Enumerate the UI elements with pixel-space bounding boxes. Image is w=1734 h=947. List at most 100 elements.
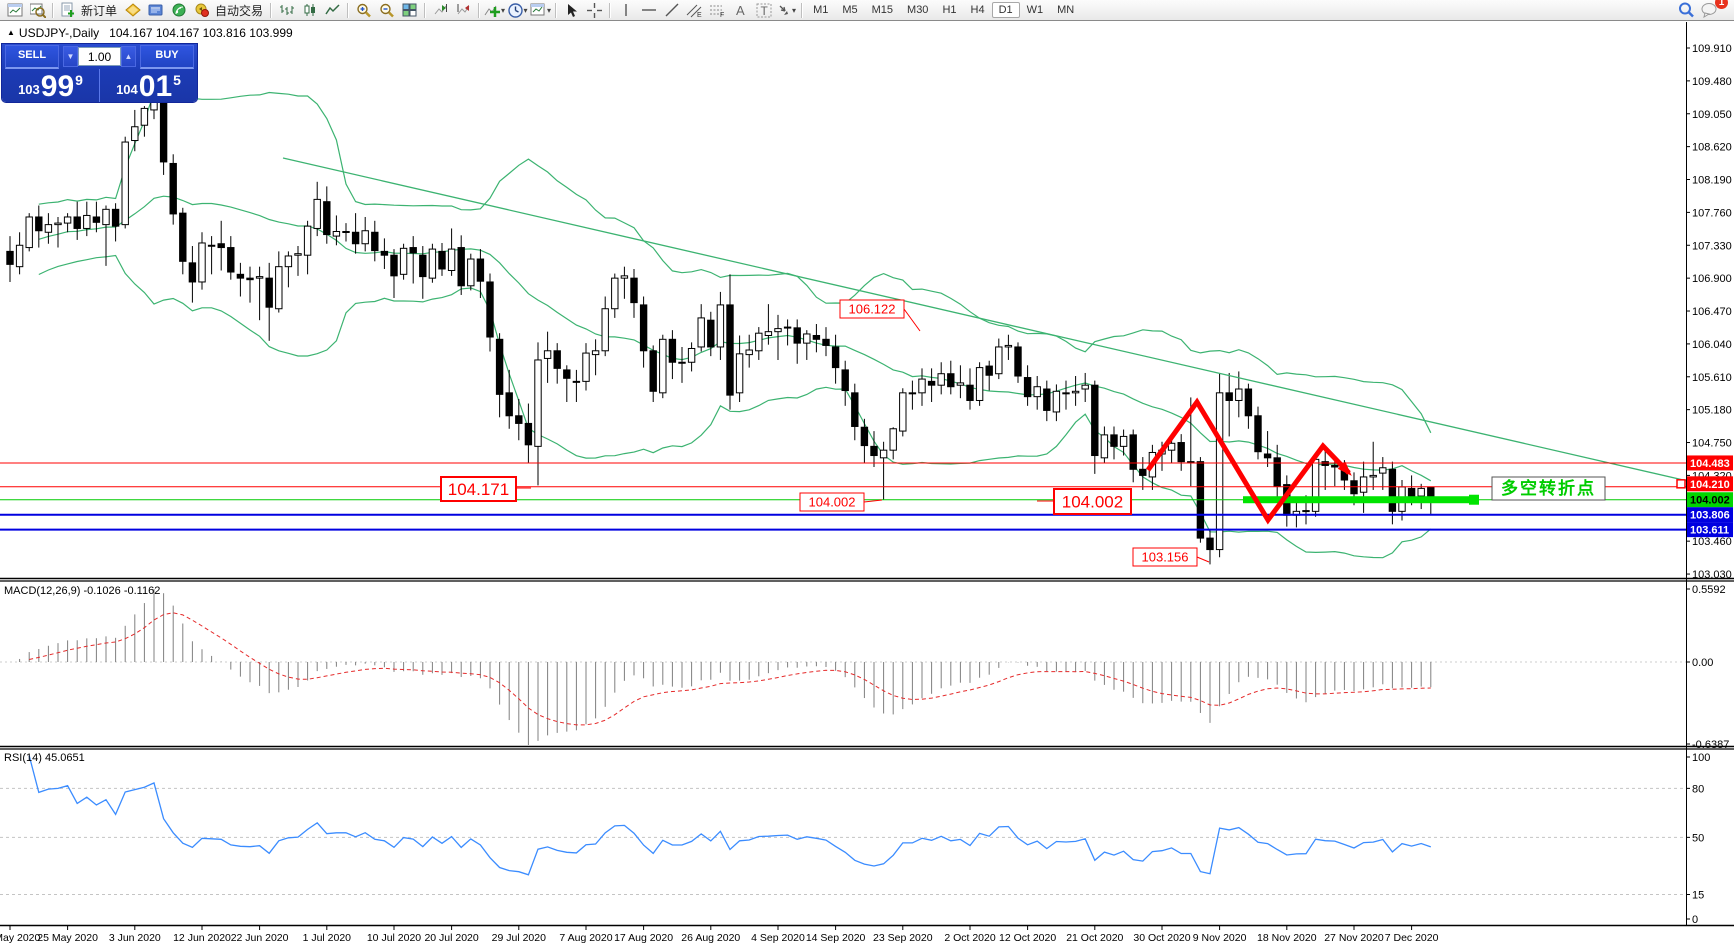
- indicators-icon[interactable]: ▾: [484, 1, 505, 20]
- auto-trading-label[interactable]: 自动交易: [215, 3, 264, 18]
- support-highlight-band: [1243, 494, 1479, 505]
- profiles-icon[interactable]: [27, 1, 48, 20]
- zoom-in-icon[interactable]: [353, 1, 374, 20]
- notification-badge: 1: [1715, 0, 1728, 9]
- timeframe-m5[interactable]: M5: [842, 4, 858, 16]
- buy-price-prefix: 104: [116, 82, 138, 97]
- svg-text:104.002: 104.002: [1690, 495, 1730, 507]
- svg-text:多空转折点: 多空转折点: [1501, 478, 1596, 498]
- svg-text:104.750: 104.750: [1692, 438, 1732, 450]
- buy-button[interactable]: BUY: [140, 44, 194, 69]
- descending-trendline: [282, 157, 1693, 483]
- arrows-icon[interactable]: ▾: [776, 1, 797, 20]
- templates-icon[interactable]: ▾: [530, 1, 551, 20]
- svg-text:103.806: 103.806: [1690, 510, 1730, 522]
- toolbar-separator: [424, 2, 427, 18]
- timeframe-mn[interactable]: MN: [1057, 4, 1075, 16]
- signals-icon[interactable]: [168, 1, 189, 20]
- svg-text:7 Aug 2020: 7 Aug 2020: [559, 932, 612, 944]
- bar-chart-icon[interactable]: [276, 1, 297, 20]
- timeframe-m15[interactable]: M15: [871, 4, 894, 16]
- svg-text:107.330: 107.330: [1692, 240, 1732, 252]
- svg-text:-0.6387: -0.6387: [1692, 739, 1729, 751]
- svg-text:107.760: 107.760: [1692, 207, 1732, 219]
- sell-price-button[interactable]: 103 99 9: [2, 69, 100, 102]
- equidistant-channel-icon[interactable]: E: [684, 1, 705, 20]
- zoom-out-icon[interactable]: [376, 1, 397, 20]
- vertical-line-icon[interactable]: [615, 1, 636, 20]
- terminal-icon[interactable]: [145, 1, 166, 20]
- chat-icon[interactable]: 1: [1699, 0, 1728, 20]
- volume-up-icon[interactable]: ▲: [121, 46, 136, 67]
- sell-button[interactable]: SELL: [5, 44, 59, 69]
- line-chart-icon[interactable]: [322, 1, 343, 20]
- timeframe-m1[interactable]: M1: [813, 4, 829, 16]
- svg-text:26 Aug 2020: 26 Aug 2020: [681, 932, 740, 944]
- timeframe-d1[interactable]: D1: [991, 2, 1020, 18]
- svg-text:0: 0: [1692, 914, 1698, 926]
- svg-text:80: 80: [1692, 783, 1704, 795]
- price-callout-labels: 106.122 104.171 104.002 104.002 103.156: [440, 299, 1210, 567]
- timeframe-bar: M1 M5 M15 M30 H1 H4 D1 W1 MN: [806, 2, 1081, 18]
- trendline-icon[interactable]: [661, 1, 682, 20]
- chart-title: ▲ USDJPY-,Daily 104.167 104.167 103.816 10…: [7, 26, 293, 40]
- toolbar-separator: [555, 2, 558, 18]
- horizontal-line-icon[interactable]: [638, 1, 659, 20]
- svg-text:109.480: 109.480: [1692, 76, 1732, 88]
- chart-symbol: USDJPY-,Daily: [18, 26, 100, 40]
- svg-text:20 Jul 2020: 20 Jul 2020: [424, 932, 478, 944]
- fibonacci-icon[interactable]: F: [707, 1, 728, 20]
- svg-text:109.050: 109.050: [1692, 109, 1732, 121]
- metaeditor-icon[interactable]: [122, 1, 143, 20]
- auto-trading-icon[interactable]: [191, 1, 212, 20]
- timeframe-h1[interactable]: H1: [942, 4, 957, 16]
- zigzag-arrow-annotation: [1145, 397, 1352, 525]
- svg-text:104.210: 104.210: [1690, 479, 1730, 491]
- periods-icon[interactable]: ▾: [507, 1, 528, 20]
- collapse-arrow-icon[interactable]: ▲: [7, 28, 15, 37]
- crosshair-icon[interactable]: [584, 1, 605, 20]
- candlestick-series: [6, 52, 1435, 565]
- new-order-label[interactable]: 新订单: [81, 3, 118, 18]
- svg-text:18 Nov 2020: 18 Nov 2020: [1257, 932, 1317, 944]
- candlestick-chart-icon[interactable]: [299, 1, 320, 20]
- sell-price-prefix: 103: [18, 82, 40, 97]
- new-order-icon[interactable]: [58, 1, 78, 20]
- svg-text:104.002: 104.002: [1062, 493, 1123, 512]
- cursor-icon[interactable]: [561, 1, 582, 20]
- text-label-icon[interactable]: T: [753, 1, 774, 20]
- sell-price-big: 99: [40, 70, 75, 102]
- buy-price-button[interactable]: 104 01 5: [100, 69, 197, 102]
- svg-text:105.180: 105.180: [1692, 405, 1732, 417]
- svg-text:21 Oct 2020: 21 Oct 2020: [1066, 932, 1123, 944]
- svg-text:22 Jun 2020: 22 Jun 2020: [231, 932, 289, 944]
- timeframe-m30[interactable]: M30: [907, 4, 929, 16]
- volume-down-icon[interactable]: ▼: [63, 46, 78, 67]
- svg-text:F: F: [720, 12, 724, 18]
- buy-price-sup: 5: [173, 72, 181, 88]
- rsi-axis: RSI(14) 45.0651 100 80 50 15 0: [4, 752, 1710, 926]
- svg-text:12 Oct 2020: 12 Oct 2020: [999, 932, 1056, 944]
- search-icon[interactable]: [1676, 1, 1697, 20]
- svg-text:12 Jun 2020: 12 Jun 2020: [173, 932, 231, 944]
- svg-text:7 Dec 2020: 7 Dec 2020: [1385, 932, 1439, 944]
- svg-text:17 Aug 2020: 17 Aug 2020: [614, 932, 673, 944]
- svg-text:106.040: 106.040: [1692, 339, 1732, 351]
- volume-input[interactable]: 1.00: [78, 47, 121, 66]
- toolbar-separator: [347, 2, 350, 18]
- new-chart-icon[interactable]: [4, 1, 25, 20]
- rsi-panel: [0, 755, 1686, 896]
- timeframe-h4[interactable]: H4: [970, 4, 985, 16]
- tile-windows-icon[interactable]: [399, 1, 420, 20]
- text-icon[interactable]: A: [730, 1, 751, 20]
- svg-text:A: A: [736, 3, 745, 17]
- macd-panel: [0, 589, 1686, 745]
- svg-text:4 Sep 2020: 4 Sep 2020: [751, 932, 805, 944]
- chart-shift-icon[interactable]: [430, 1, 451, 20]
- auto-scroll-icon[interactable]: [453, 1, 474, 20]
- macd-axis: MACD(12,26,9) -0.1026 -0.1162 0.5592 0.00 -…: [4, 584, 1729, 751]
- turning-point-label: 多空转折点: [1491, 476, 1606, 501]
- timeframe-w1[interactable]: W1: [1026, 4, 1044, 16]
